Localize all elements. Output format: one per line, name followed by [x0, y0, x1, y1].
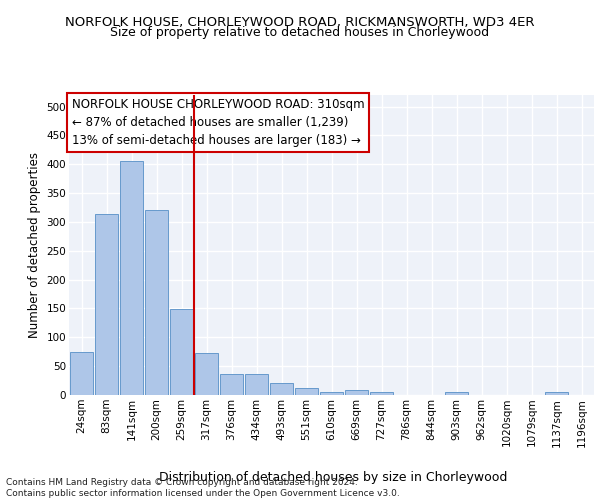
Bar — [320, 392, 343, 395]
Bar — [370, 392, 393, 395]
Text: NORFOLK HOUSE CHORLEYWOOD ROAD: 310sqm
← 87% of detached houses are smaller (1,2: NORFOLK HOUSE CHORLEYWOOD ROAD: 310sqm ←… — [71, 98, 364, 147]
Bar — [95, 214, 118, 395]
Bar — [445, 392, 468, 395]
Text: Size of property relative to detached houses in Chorleywood: Size of property relative to detached ho… — [110, 26, 490, 39]
Bar — [295, 388, 318, 395]
Bar — [345, 390, 368, 395]
Text: Distribution of detached houses by size in Chorleywood: Distribution of detached houses by size … — [159, 471, 507, 484]
Bar — [220, 374, 243, 395]
Bar — [245, 374, 268, 395]
Bar — [70, 352, 93, 395]
Bar — [270, 384, 293, 395]
Bar — [145, 210, 168, 395]
Text: Contains HM Land Registry data © Crown copyright and database right 2024.
Contai: Contains HM Land Registry data © Crown c… — [6, 478, 400, 498]
Text: NORFOLK HOUSE, CHORLEYWOOD ROAD, RICKMANSWORTH, WD3 4ER: NORFOLK HOUSE, CHORLEYWOOD ROAD, RICKMAN… — [65, 16, 535, 29]
Bar — [545, 392, 568, 395]
Bar — [120, 162, 143, 395]
Y-axis label: Number of detached properties: Number of detached properties — [28, 152, 41, 338]
Bar — [170, 309, 193, 395]
Bar — [195, 354, 218, 395]
